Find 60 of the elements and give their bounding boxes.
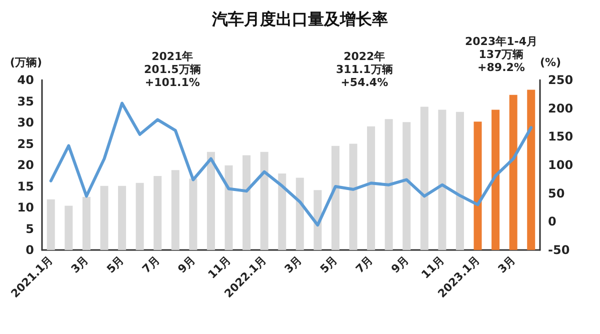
bar bbox=[402, 122, 411, 250]
bar bbox=[206, 152, 215, 250]
x-tick-label: 3月 bbox=[68, 253, 92, 276]
y-tick-label: 20 bbox=[17, 158, 34, 172]
bar bbox=[296, 178, 304, 250]
x-tick-label: 3月 bbox=[496, 253, 518, 276]
y-tick-label: 30 bbox=[17, 116, 34, 130]
bar bbox=[154, 176, 162, 250]
y2-tick-label: 50 bbox=[548, 186, 565, 200]
bar bbox=[492, 110, 500, 250]
x-tick-label: 3月 bbox=[282, 253, 304, 276]
y-tick-label: 5 bbox=[26, 222, 34, 236]
x-tick-label: 7月 bbox=[140, 253, 162, 276]
y-tick-label: 25 bbox=[17, 136, 34, 151]
bar bbox=[260, 152, 268, 250]
annotation: 2021年 201.5万辆 +101.1% bbox=[144, 50, 201, 90]
bar bbox=[509, 94, 518, 250]
x-tick-label: 9月 bbox=[175, 253, 198, 276]
bar bbox=[456, 112, 464, 250]
bar bbox=[136, 182, 144, 250]
bar bbox=[367, 126, 376, 250]
x-tick-label: 9月 bbox=[388, 253, 412, 276]
bar bbox=[100, 186, 108, 250]
bar bbox=[527, 90, 536, 250]
bar bbox=[278, 174, 286, 250]
y-tick-label: 15 bbox=[17, 179, 34, 194]
y-axis-title: (万辆) bbox=[10, 56, 42, 69]
bar bbox=[189, 178, 198, 250]
bar bbox=[171, 170, 180, 250]
y-tick-label: 35 bbox=[17, 94, 34, 108]
bar bbox=[46, 199, 55, 250]
x-tick-label: 5月 bbox=[318, 253, 340, 276]
bar bbox=[314, 190, 322, 250]
annotation: 2022年 311.1万辆 +54.4% bbox=[336, 50, 393, 90]
bar bbox=[438, 110, 446, 250]
y2-tick-label: 100 bbox=[548, 158, 574, 172]
y2-tick-label: -50 bbox=[548, 243, 570, 257]
y-tick-label: 10 bbox=[17, 200, 34, 214]
text: 2023年1-4月 137万辆 +89.2% bbox=[464, 35, 538, 74]
bar bbox=[224, 165, 233, 250]
y2-tick-label: 200 bbox=[548, 101, 574, 116]
y-tick-label: 0 bbox=[26, 243, 34, 257]
bar bbox=[242, 155, 251, 250]
y2-axis-title: (%) bbox=[540, 56, 562, 69]
x-tick-label: 5月 bbox=[104, 253, 127, 276]
y2-tick-label: 250 bbox=[548, 73, 574, 87]
y2-tick-label: 150 bbox=[548, 130, 574, 144]
x-tick-label: 7月 bbox=[353, 253, 376, 276]
bar bbox=[82, 196, 90, 250]
bar bbox=[349, 144, 358, 250]
bar bbox=[384, 119, 393, 250]
bar bbox=[474, 122, 482, 250]
bar bbox=[420, 106, 428, 250]
y2-tick-label: 0 bbox=[548, 214, 556, 229]
line-series bbox=[49, 102, 533, 227]
bar bbox=[331, 146, 340, 250]
y-tick-label: 40 bbox=[17, 73, 34, 87]
chart-title: 汽车月度出口量及增长率 bbox=[211, 10, 388, 28]
bar bbox=[64, 206, 73, 250]
bar bbox=[118, 186, 126, 250]
